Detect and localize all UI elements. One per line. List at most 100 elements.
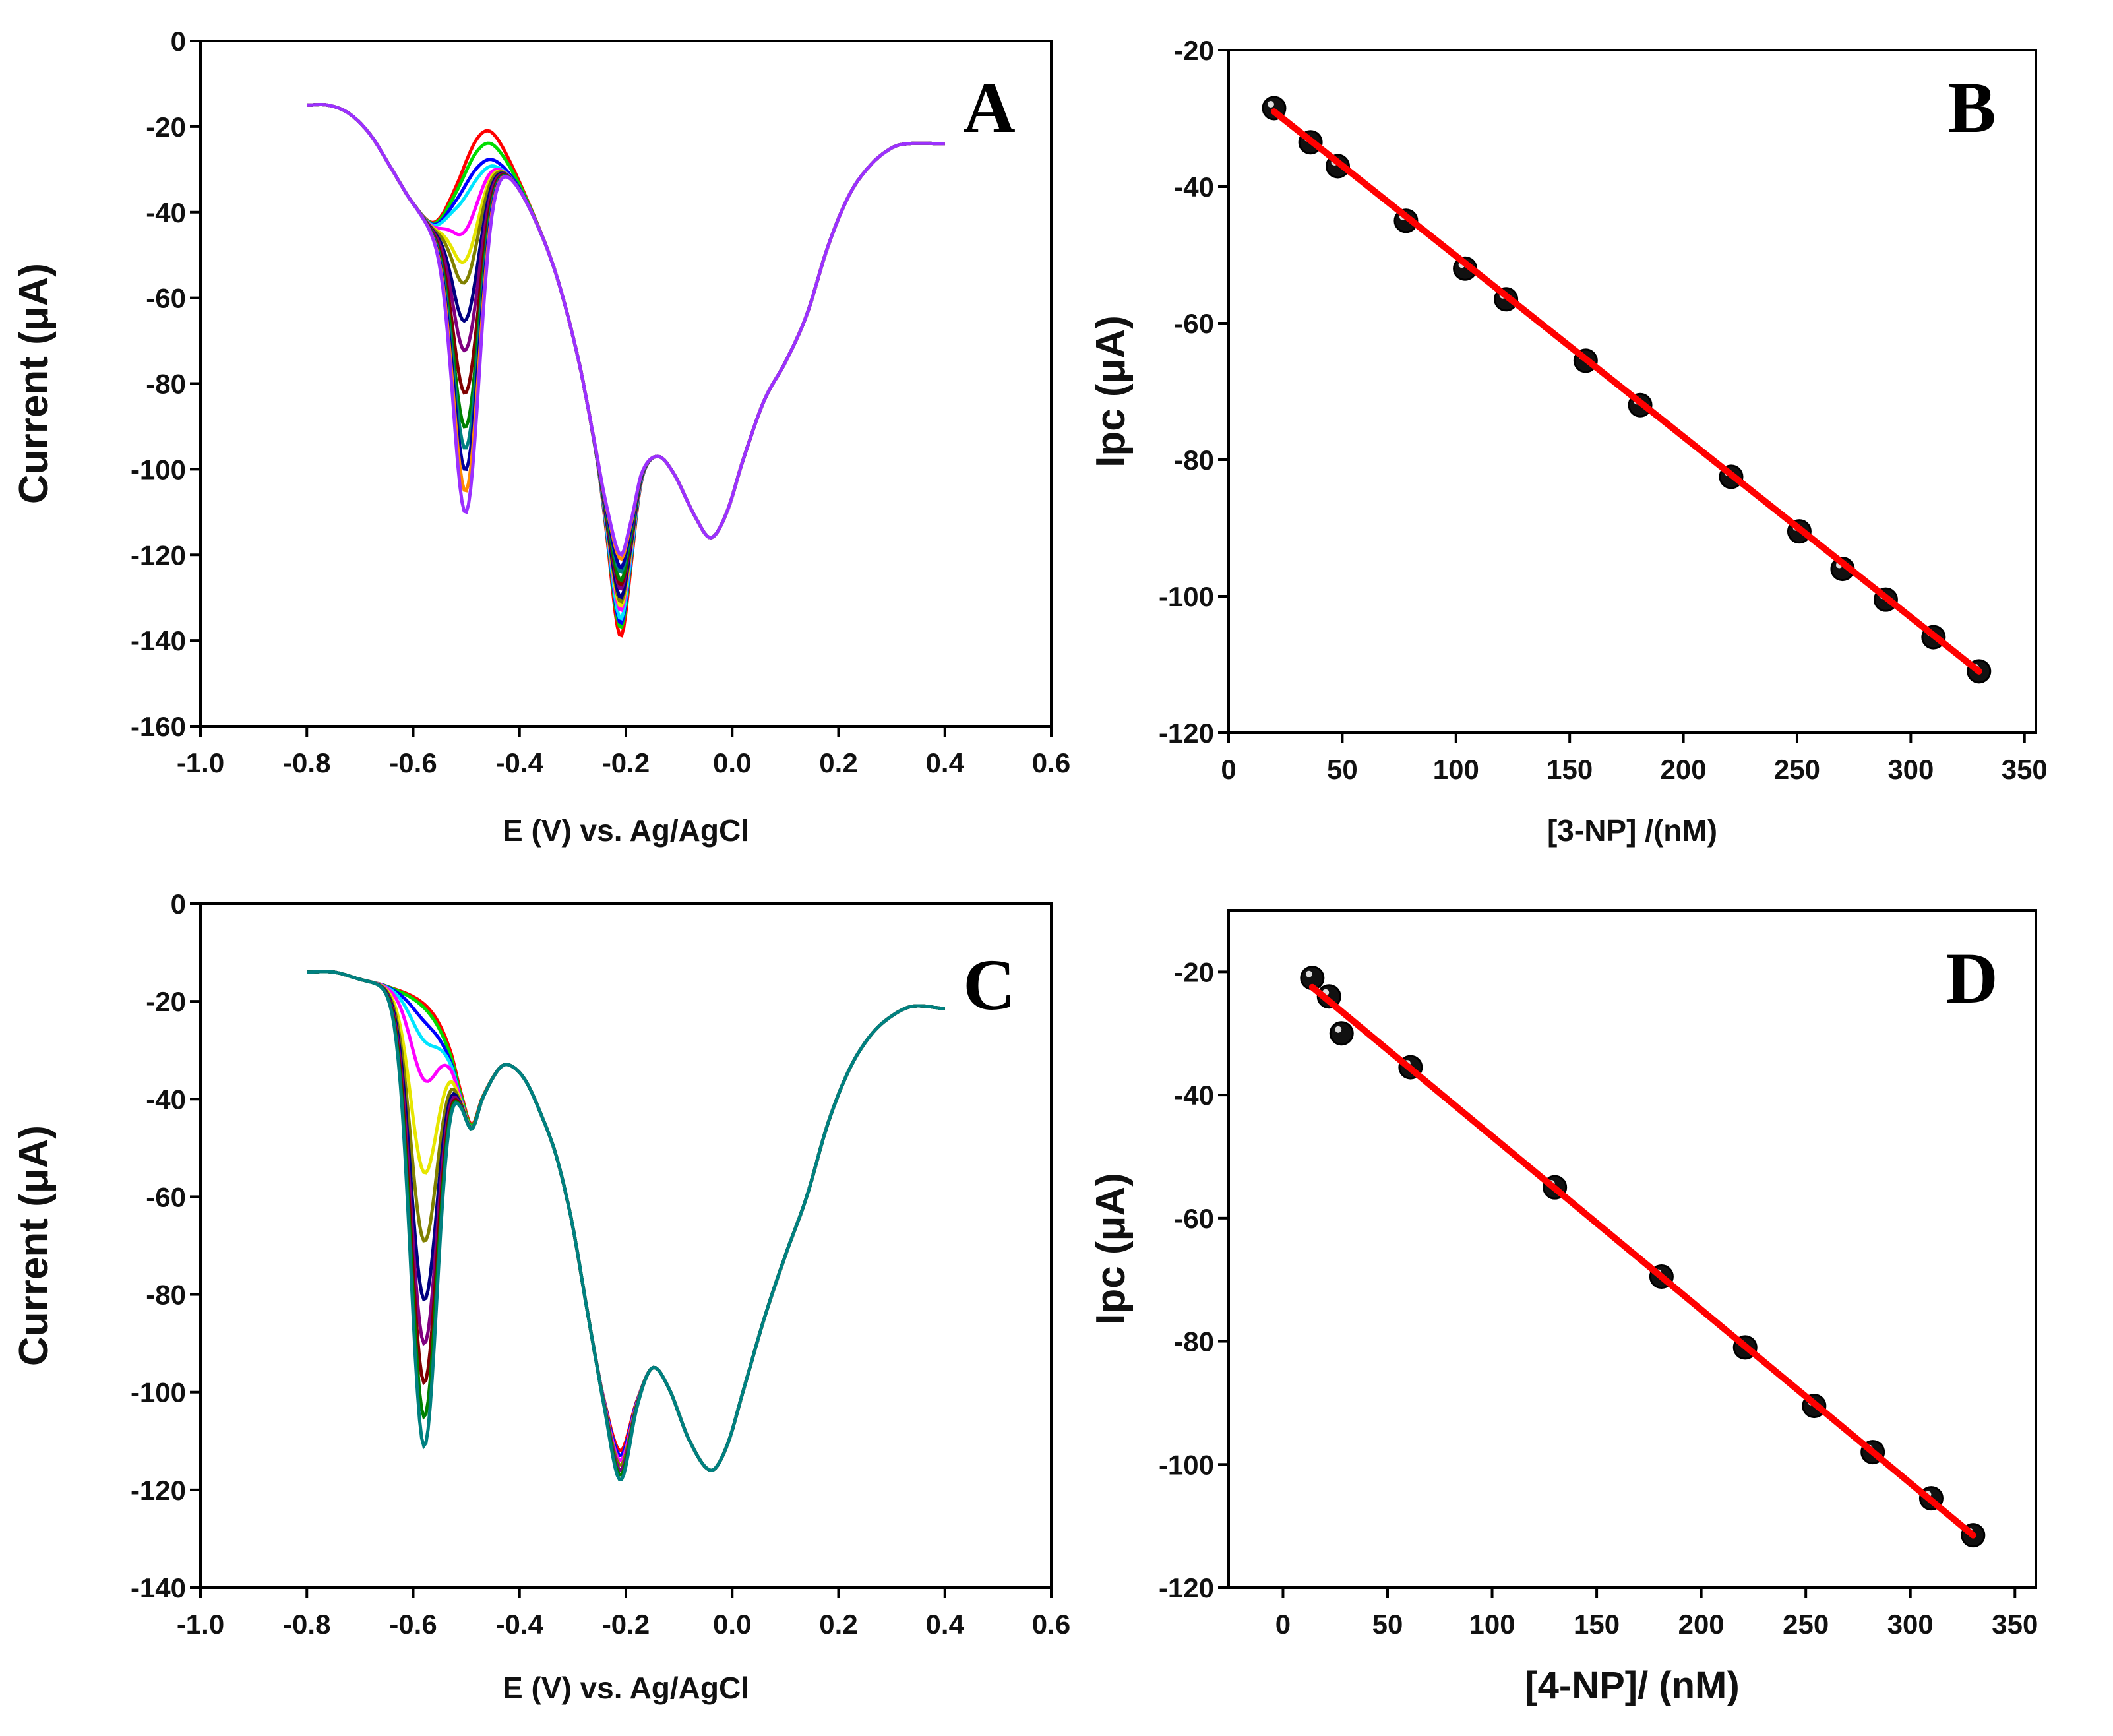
x-tick-label: 0.6 (1032, 1609, 1070, 1640)
fit-line (1308, 983, 1976, 1539)
data-point-highlight (1267, 100, 1274, 108)
y-tick-label: -80 (146, 1280, 186, 1311)
x-tick-label: -0.6 (389, 1609, 437, 1640)
x-tick-label: -1.0 (177, 747, 224, 778)
x-tick-label: 250 (1783, 1609, 1829, 1640)
series-line-8 (307, 103, 945, 600)
plot-frame (1227, 909, 2037, 1589)
y-tick-label: -40 (1174, 171, 1214, 202)
x-tick-label: 0.6 (1032, 747, 1070, 778)
y-tick-label: -80 (1174, 445, 1214, 476)
x-tick-label: 300 (1887, 1609, 1934, 1640)
y-tick-label: -20 (1174, 956, 1214, 987)
y-tick-label: -40 (146, 1084, 186, 1115)
y-tick-label: -140 (131, 1572, 186, 1603)
y-tick-label: -120 (1159, 718, 1214, 749)
x-axis-title: E (V) vs. Ag/AgCl (503, 813, 749, 848)
panel-b: 0 50 100 150 200 250 300 350 -20 -40 -60 -80 -100 -12… (1088, 35, 2048, 848)
x-tick-label: -0.8 (283, 747, 330, 778)
y-tick-label: -60 (146, 283, 186, 314)
x-tick-label: 0.2 (819, 747, 857, 778)
x-tick-label: -0.4 (496, 1609, 544, 1640)
y-axis-title: Ipc (μA) (1088, 315, 1134, 468)
y-tick-label: -100 (131, 1377, 186, 1408)
y-tick-label: -60 (146, 1181, 186, 1212)
y-tick-label: -60 (1174, 308, 1214, 339)
y-tick-label: -60 (1174, 1203, 1214, 1234)
x-tick-label: -0.2 (602, 747, 650, 778)
series-line-5 (307, 103, 945, 613)
series-line-7 (307, 103, 945, 604)
x-tick-label: 200 (1661, 754, 1707, 785)
x-tick-label: -0.4 (496, 747, 544, 778)
y-tick-label: -20 (1174, 35, 1214, 66)
x-tick-label: 0.0 (713, 747, 751, 778)
series-line-12 (307, 103, 945, 574)
x-axis-title: E (V) vs. Ag/AgCl (503, 1671, 749, 1705)
x-tick-label: 150 (1546, 754, 1593, 785)
panel-c: -1.0 -0.8 -0.6 -0.4 -0.2 0.0 0.2 0.4 0.6 0 -20 -40 -… (11, 888, 1070, 1705)
y-tick-label: -20 (146, 986, 186, 1017)
y-tick-label: -120 (131, 540, 186, 571)
x-tick-label: -1.0 (177, 1609, 224, 1640)
x-tick-label: 0.2 (819, 1609, 857, 1640)
y-tick-label: -120 (131, 1475, 186, 1506)
x-tick-label: 250 (1774, 754, 1820, 785)
y-tick-label: -140 (131, 625, 186, 656)
series-line-14 (307, 103, 945, 561)
data-point-highlight (1305, 970, 1312, 977)
x-tick-label: 50 (1372, 1609, 1403, 1640)
panel-d: 0 50 100 150 200 250 300 350 -20 -40 -60 -80 -100 -12… (1088, 909, 2038, 1707)
plot-frame (1227, 49, 2037, 734)
panel-label: D (1945, 938, 1998, 1018)
series-line-6 (307, 103, 945, 608)
y-tick-label: 0 (171, 26, 186, 57)
x-axis-title: [3-NP] /(nM) (1547, 813, 1717, 848)
y-axis-title: Current (μA) (11, 1125, 57, 1366)
x-tick-label: 0.0 (713, 1609, 751, 1640)
x-tick-label: 0 (1275, 1609, 1291, 1640)
series-line-7 (307, 970, 946, 1472)
x-tick-label: 0.4 (926, 747, 965, 778)
y-tick-label: -20 (146, 111, 186, 142)
x-tick-label: 100 (1469, 1609, 1516, 1640)
x-tick-label: 50 (1327, 754, 1358, 785)
x-tick-label: 150 (1574, 1609, 1620, 1640)
data-point-3 (1329, 1021, 1354, 1046)
x-tick-label: 350 (1992, 1609, 2038, 1640)
y-tick-label: -40 (146, 197, 186, 228)
series-line-11 (307, 103, 945, 582)
x-tick-label: -0.2 (602, 1609, 650, 1640)
x-tick-label: 0 (1221, 754, 1236, 785)
panel-label: A (963, 67, 1015, 148)
x-tick-label: 100 (1433, 754, 1479, 785)
y-tick-label: -160 (131, 711, 186, 742)
x-tick-label: -0.8 (283, 1609, 330, 1640)
data-point-highlight (1335, 1026, 1342, 1033)
y-tick-label: -100 (1159, 1449, 1214, 1480)
fit-line (1270, 108, 1982, 675)
y-tick-label: -80 (1174, 1326, 1214, 1357)
y-tick-label: 0 (171, 888, 186, 919)
x-tick-label: 0.4 (926, 1609, 965, 1640)
y-axis-title: Current (μA) (11, 263, 57, 504)
y-axis-title: Ipc (μA) (1088, 1173, 1134, 1325)
x-tick-label: 300 (1887, 754, 1934, 785)
panel-a: -1.0 -0.8 -0.6 -0.4 -0.2 0.0 0.2 0.4 0.6 0 -20 -40 -… (11, 26, 1070, 848)
x-tick-label: 200 (1678, 1609, 1725, 1640)
series-line-15 (307, 103, 945, 557)
series-line-9 (307, 103, 945, 591)
y-tick-label: -120 (1159, 1572, 1214, 1603)
series-line-13 (307, 103, 945, 570)
x-tick-label: 350 (2002, 754, 2048, 785)
y-tick-label: -100 (131, 454, 186, 485)
y-tick-label: -100 (1159, 581, 1214, 612)
y-tick-label: -80 (146, 369, 186, 400)
panel-label: B (1947, 67, 1996, 148)
y-tick-label: -40 (1174, 1080, 1214, 1111)
series-line-12 (307, 970, 946, 1481)
series-line-10 (307, 103, 945, 587)
panel-label: C (963, 945, 1015, 1025)
x-tick-label: -0.6 (389, 747, 437, 778)
